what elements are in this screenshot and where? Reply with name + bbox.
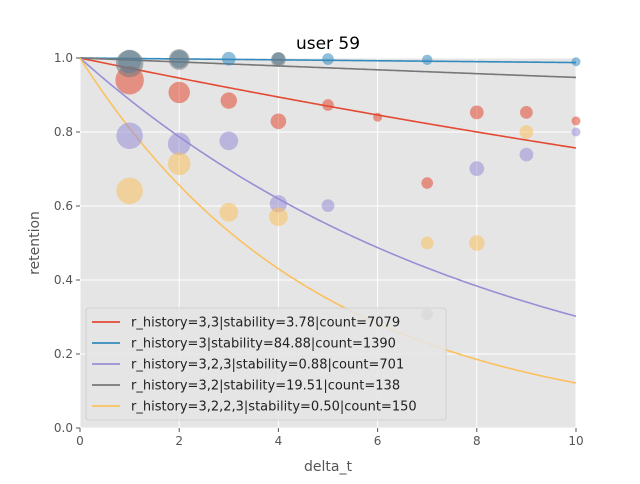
- y-tick-label: 0.8: [54, 125, 73, 139]
- tick-labels: 0 2 4 6 8 10 0.0 0.2 0.4 0.6 0.8 1.0: [54, 51, 584, 448]
- data-point: [519, 125, 534, 139]
- data-point: [322, 53, 334, 65]
- data-point: [115, 49, 144, 78]
- data-point: [421, 177, 434, 189]
- data-point: [322, 99, 334, 111]
- data-point: [219, 131, 239, 151]
- data-point: [571, 57, 581, 67]
- legend-label: r_history=3,3|stability=3.78|count=7079: [131, 316, 400, 331]
- fit-curve-line: [79, 57, 577, 318]
- data-point: [571, 127, 581, 137]
- data-point: [422, 54, 433, 66]
- data-point: [221, 51, 236, 66]
- x-tick-label: 10: [568, 434, 583, 448]
- data-point: [116, 177, 143, 205]
- fit-curve-line: [79, 57, 577, 384]
- data-point: [168, 49, 190, 70]
- data-point: [269, 207, 288, 227]
- legend-box: [85, 307, 447, 421]
- data-point: [469, 105, 484, 120]
- data-point: [271, 52, 286, 67]
- data-point: [167, 152, 191, 176]
- y-tick-label: 1.0: [54, 51, 73, 65]
- legend-label: r_history=3,2|stability=19.51|count=138: [131, 379, 400, 394]
- x-tick-label: 0: [76, 434, 84, 448]
- data-point: [373, 112, 383, 122]
- data-point: [321, 199, 335, 212]
- data-point: [519, 147, 534, 162]
- y-tick-label: 0.0: [54, 421, 73, 435]
- legend-label: r_history=3,2,3|stability=0.88|count=701: [131, 358, 404, 373]
- x-tick-label: 8: [473, 434, 481, 448]
- y-axis-label: retention: [27, 211, 43, 275]
- x-tick-label: 4: [275, 434, 283, 448]
- data-point: [167, 132, 191, 156]
- data-point: [269, 195, 288, 213]
- data-point: [420, 236, 434, 250]
- legend-label: r_history=3|stability=84.88|count=1390: [131, 337, 396, 352]
- data-points: [115, 49, 581, 321]
- x-tick-label: 6: [374, 434, 382, 448]
- chart-title: user 59: [296, 34, 360, 54]
- data-point: [520, 106, 533, 119]
- data-point: [220, 92, 238, 109]
- data-point: [116, 122, 143, 149]
- data-point: [571, 116, 581, 126]
- x-tick-label: 2: [175, 434, 183, 448]
- y-tick-label: 0.4: [54, 273, 73, 287]
- y-tick-label: 0.2: [54, 347, 73, 361]
- legend-label: r_history=3,2,2,3|stability=0.50|count=1…: [131, 400, 417, 415]
- data-point: [270, 113, 287, 130]
- data-point: [219, 202, 239, 222]
- y-tick-label: 0.6: [54, 199, 73, 213]
- data-point: [168, 81, 190, 104]
- data-point: [469, 161, 485, 176]
- legend: r_history=3,3|stability=3.78|count=7079r…: [85, 307, 447, 421]
- fit-curve-line: [79, 57, 577, 79]
- data-point: [469, 235, 485, 251]
- x-axis-label: delta_t: [304, 459, 352, 475]
